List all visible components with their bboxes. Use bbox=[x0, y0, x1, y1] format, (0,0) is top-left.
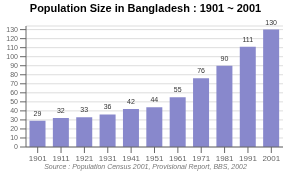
svg-text:80: 80 bbox=[10, 71, 18, 78]
svg-text:42: 42 bbox=[127, 98, 135, 105]
html-text:Population Size in Bangladesh: Population Size in Bangladesh : 1901 ~ 2… bbox=[29, 2, 262, 14]
svg-text:90: 90 bbox=[10, 62, 18, 69]
svg-text:1921: 1921 bbox=[76, 154, 94, 161]
svg-text:1961: 1961 bbox=[169, 154, 187, 161]
svg-text:30: 30 bbox=[10, 116, 18, 123]
svg-text:76: 76 bbox=[197, 67, 205, 74]
svg-text:32: 32 bbox=[57, 107, 65, 114]
svg-text:120: 120 bbox=[8, 35, 18, 42]
svg-text:20: 20 bbox=[10, 125, 18, 132]
svg-text:130: 130 bbox=[8, 26, 18, 33]
svg-text:40: 40 bbox=[10, 107, 18, 114]
svg-text:90: 90 bbox=[221, 55, 229, 62]
svg-text:10: 10 bbox=[10, 134, 18, 141]
svg-text:0: 0 bbox=[14, 143, 18, 150]
svg-text:1941: 1941 bbox=[122, 154, 140, 161]
svg-text:29: 29 bbox=[34, 110, 42, 117]
svg-text:44: 44 bbox=[150, 96, 158, 103]
svg-text:1981: 1981 bbox=[216, 154, 234, 161]
svg-text:1901: 1901 bbox=[29, 154, 47, 161]
svg-text:130: 130 bbox=[265, 19, 277, 26]
svg-text:50: 50 bbox=[10, 98, 18, 105]
svg-text:55: 55 bbox=[174, 86, 182, 93]
svg-text:111: 111 bbox=[242, 36, 253, 43]
svg-text:60: 60 bbox=[10, 89, 18, 96]
svg-text:2001: 2001 bbox=[262, 154, 280, 161]
svg-text:33: 33 bbox=[80, 106, 88, 113]
html-text:Source : Population Census 200: Source : Population Census 2001, Provisi… bbox=[44, 163, 247, 170]
svg-text:36: 36 bbox=[104, 103, 112, 110]
svg-text:1971: 1971 bbox=[192, 154, 210, 161]
svg-text:1951: 1951 bbox=[146, 154, 164, 161]
svg-text:1911: 1911 bbox=[52, 154, 70, 161]
svg-text:100: 100 bbox=[8, 53, 18, 60]
svg-text:1991: 1991 bbox=[239, 154, 257, 161]
svg-text:1931: 1931 bbox=[99, 154, 117, 161]
svg-text:70: 70 bbox=[10, 80, 18, 87]
svg-text:110: 110 bbox=[8, 44, 18, 51]
